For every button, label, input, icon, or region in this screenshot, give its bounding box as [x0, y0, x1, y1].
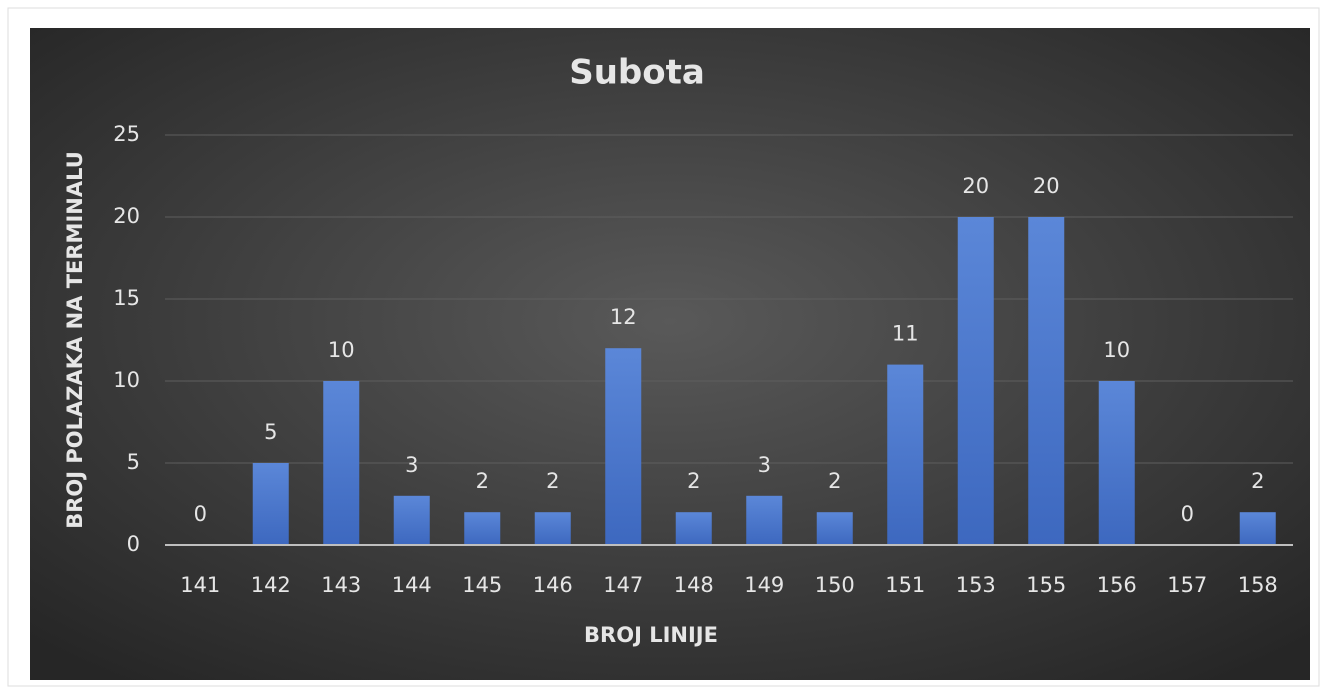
y-axis-label: BROJ POLAZAKA NA TERMINALU: [63, 151, 87, 529]
bar: [252, 463, 289, 545]
bar: [887, 364, 924, 545]
x-tick-label: 155: [1026, 573, 1066, 597]
x-tick-label: 158: [1238, 573, 1278, 597]
data-label: 20: [962, 174, 989, 198]
data-label: 2: [828, 469, 841, 493]
bar: [816, 512, 853, 545]
y-tick-label: 0: [127, 532, 140, 556]
y-tick-label: 25: [113, 122, 140, 146]
x-tick-label: 144: [392, 573, 432, 597]
data-label: 12: [610, 305, 637, 329]
bar: [323, 381, 360, 545]
data-label: 2: [546, 469, 559, 493]
x-tick-label: 148: [674, 573, 714, 597]
x-tick-label: 142: [251, 573, 291, 597]
x-tick-label: 143: [321, 573, 361, 597]
bar: [1098, 381, 1135, 545]
bar: [464, 512, 501, 545]
bar: [675, 512, 712, 545]
x-tick-label: 156: [1097, 573, 1137, 597]
data-label: 11: [892, 322, 919, 346]
x-tick-label: 150: [815, 573, 855, 597]
bar: [1239, 512, 1276, 545]
bar: [1028, 217, 1065, 545]
chart-title: Subota: [569, 53, 705, 93]
y-tick-label: 15: [113, 286, 140, 310]
data-label: 20: [1033, 174, 1060, 198]
data-label: 2: [476, 469, 489, 493]
x-tick-label: 153: [956, 573, 996, 597]
bar: [957, 217, 994, 545]
data-label: 3: [758, 453, 771, 477]
chart-area: [30, 28, 1310, 680]
bar: [393, 495, 430, 545]
y-tick-label: 5: [127, 450, 140, 474]
y-tick-label: 20: [113, 204, 140, 228]
data-label: 10: [1103, 338, 1130, 362]
x-tick-label: 141: [180, 573, 220, 597]
bar: [746, 495, 783, 545]
x-tick-label: 149: [744, 573, 784, 597]
x-tick-label: 157: [1167, 573, 1207, 597]
data-label: 2: [1251, 469, 1264, 493]
x-tick-label: 147: [603, 573, 643, 597]
x-tick-label: 145: [462, 573, 502, 597]
data-label: 0: [194, 502, 207, 526]
bar: [605, 348, 642, 545]
data-label: 2: [687, 469, 700, 493]
data-label: 5: [264, 420, 277, 444]
x-axis-label: BROJ LINIJE: [584, 623, 718, 647]
y-tick-label: 10: [113, 368, 140, 392]
data-label: 0: [1181, 502, 1194, 526]
x-tick-label: 151: [885, 573, 925, 597]
data-label: 10: [328, 338, 355, 362]
x-tick-label: 146: [533, 573, 573, 597]
data-label: 3: [405, 453, 418, 477]
bar: [534, 512, 571, 545]
